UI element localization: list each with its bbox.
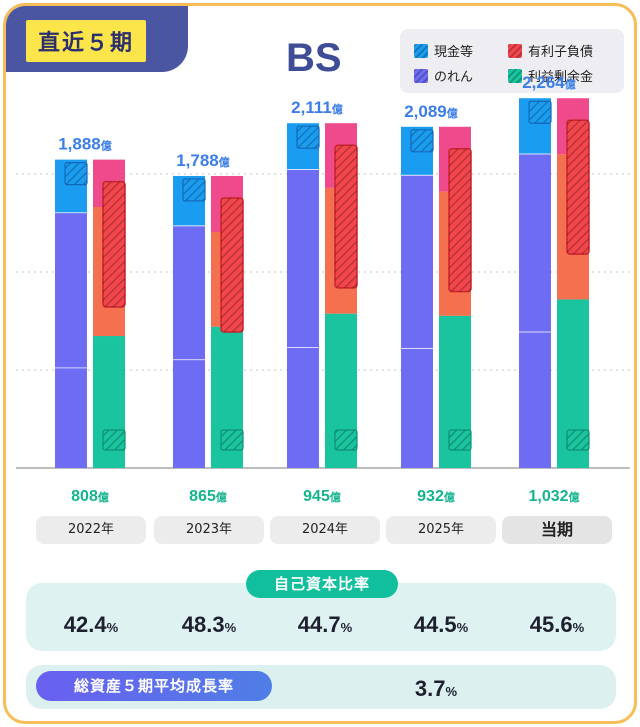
year-label-current: 当期 <box>502 516 612 544</box>
legend-item-goodwill: のれん <box>414 66 473 85</box>
year-label: 2023年 <box>154 516 264 544</box>
total-assets-label: 2,111億 <box>291 98 343 117</box>
legend-label-debt: 有利子負債 <box>528 45 594 60</box>
total-assets-label: 2,089億 <box>404 102 458 121</box>
asset-bar-segment <box>287 347 319 468</box>
legend-swatch-retained <box>508 68 522 83</box>
legend-item-cash: 現金等 <box>414 41 473 60</box>
asset-bar-segment <box>519 331 551 468</box>
legend-swatch-cash <box>414 43 428 58</box>
legend-swatch-debt <box>508 43 522 58</box>
debt-hatch <box>567 120 589 255</box>
net-assets-unit: 億 <box>444 490 455 504</box>
asset-bar-segment <box>55 212 87 368</box>
net-assets-label: 1,032億 <box>528 488 579 505</box>
net-assets-unit: 億 <box>98 490 109 504</box>
total-assets-unit: 億 <box>332 102 343 116</box>
asset-bar-segment <box>519 153 551 332</box>
legend-label-retained: 利益剰余金 <box>528 70 594 85</box>
total-assets-label: 1,788億 <box>176 151 230 170</box>
total-assets-unit: 億 <box>101 139 112 153</box>
asset-bar-segment <box>287 169 319 348</box>
net-assets-unit: 億 <box>569 490 580 504</box>
asset-bar-segment <box>55 367 87 468</box>
bs-card: 直近５期 BS 現金等 有利子負債 のれん 利益剰余金 1,888億 808億 1,… <box>3 3 637 724</box>
net-assets-label: 865億 <box>189 488 227 505</box>
cash-hatch-mark <box>182 178 206 202</box>
legend-item-retained: 利益剰余金 <box>508 66 593 85</box>
equity-ratio-value: 48.3% <box>181 612 237 637</box>
legend-swatch-goodwill <box>414 68 428 83</box>
equity-ratio-value: 44.5% <box>413 612 469 637</box>
equity-ratio-value: 44.7% <box>297 612 353 637</box>
cash-hatch-mark <box>528 100 552 124</box>
net-assets-label: 808億 <box>71 488 109 505</box>
equity-ratio-value: 42.4% <box>63 612 119 637</box>
retained-hatch-mark <box>102 429 126 451</box>
net-assets-unit: 億 <box>216 490 227 504</box>
year-label: 2024年 <box>270 516 380 544</box>
total-assets-unit: 億 <box>447 106 458 120</box>
debt-hatch <box>449 148 471 292</box>
retained-hatch-mark <box>566 429 590 451</box>
legend-item-debt: 有利子負債 <box>508 41 593 60</box>
net-assets-label: 945億 <box>303 488 341 505</box>
total-assets-label: 1,888億 <box>58 135 112 154</box>
bs-bar-chart: 1,888億 808億 1,788億 865億 2,111億 945億 2,089億 932億… <box>16 73 630 505</box>
cash-hatch-mark <box>296 125 320 149</box>
period-tag-bg: 直近５期 <box>6 6 188 72</box>
net-assets-label: 932億 <box>417 488 455 505</box>
chart-title: BS <box>286 36 342 80</box>
total-assets-label: 2,264億 <box>522 73 576 92</box>
total-assets-unit: 億 <box>565 77 576 91</box>
legend-label-cash: 現金等 <box>434 45 474 60</box>
cagr-value: 3.7% <box>414 676 458 701</box>
equity-ratio-value: 45.6% <box>529 612 585 637</box>
retained-hatch-mark <box>448 429 472 451</box>
legend-label-goodwill: のれん <box>434 70 474 85</box>
legend: 現金等 有利子負債 のれん 利益剰余金 <box>400 29 624 93</box>
cagr-label: 総資産５期平均成長率 <box>36 671 272 701</box>
year-label: 2022年 <box>36 516 146 544</box>
asset-bar-segment <box>401 347 433 468</box>
net-assets-unit: 億 <box>330 490 341 504</box>
debt-hatch <box>335 145 357 288</box>
year-labels: 2022年 2023年 2024年 2025年 当期 <box>6 516 634 546</box>
total-assets-unit: 億 <box>219 155 230 169</box>
retained-hatch-mark <box>220 429 244 451</box>
year-label: 2025年 <box>386 516 496 544</box>
equity-ratio-label: 自己資本比率 <box>246 570 398 598</box>
asset-bar-segment <box>173 225 205 360</box>
debt-hatch <box>103 181 125 307</box>
cash-hatch-mark <box>410 129 434 153</box>
cash-hatch-mark <box>64 162 88 186</box>
period-tag: 直近５期 <box>26 20 147 62</box>
retained-hatch-mark <box>334 429 358 451</box>
asset-bar-segment <box>173 359 205 468</box>
debt-hatch <box>221 197 243 332</box>
asset-bar-segment <box>401 174 433 348</box>
